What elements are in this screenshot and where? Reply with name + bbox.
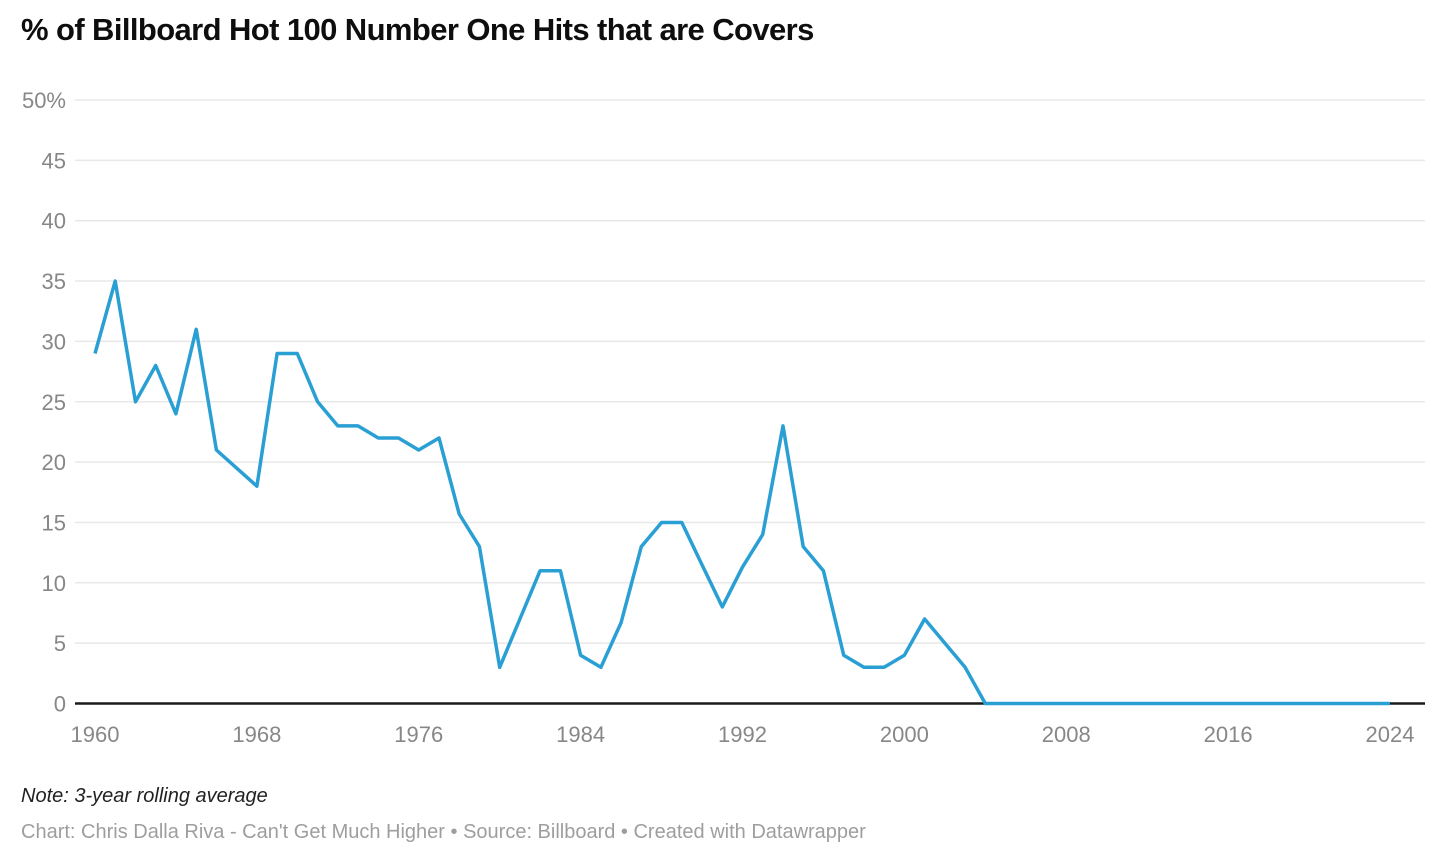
chart-note: Note: 3-year rolling average — [21, 785, 268, 807]
y-tick-label: 35 — [42, 269, 66, 294]
data-line-covers-series — [93, 279, 1390, 706]
y-tick-label: 25 — [42, 390, 66, 415]
y-tick-label: 30 — [42, 329, 66, 354]
x-tick-label: 1984 — [556, 722, 605, 747]
y-tick-label: 15 — [42, 510, 66, 535]
x-tick-label: 2000 — [880, 722, 929, 747]
x-tick-label: 2008 — [1042, 722, 1091, 747]
x-tick-label: 1960 — [71, 722, 120, 747]
y-tick-label: 40 — [42, 209, 66, 234]
x-tick-labels: 1960 1968 1976 1984 1992 2000 2008 2016 2024 — [71, 722, 1415, 747]
x-tick-label: 1992 — [718, 722, 767, 747]
chart-attribution: Chart: Chris Dalla Riva - Can't Get Much… — [21, 821, 866, 843]
y-tick-label: 5 — [54, 631, 66, 656]
x-tick-label: 1968 — [232, 722, 281, 747]
y-gridlines — [75, 99, 1425, 644]
y-tick-label: 45 — [42, 148, 66, 173]
y-tick-label: 0 — [54, 692, 66, 717]
y-tick-label: 20 — [42, 450, 66, 475]
y-tick-labels: 0 5 10 15 20 25 30 35 40 45 50% — [22, 88, 66, 717]
y-tick-label: 50% — [22, 88, 66, 113]
chart-title: % of Billboard Hot 100 Number One Hits t… — [21, 12, 814, 47]
x-tick-label: 2016 — [1204, 722, 1253, 747]
y-tick-label: 10 — [42, 571, 66, 596]
x-tick-label: 1976 — [394, 722, 443, 747]
x-tick-label: 2024 — [1365, 722, 1414, 747]
